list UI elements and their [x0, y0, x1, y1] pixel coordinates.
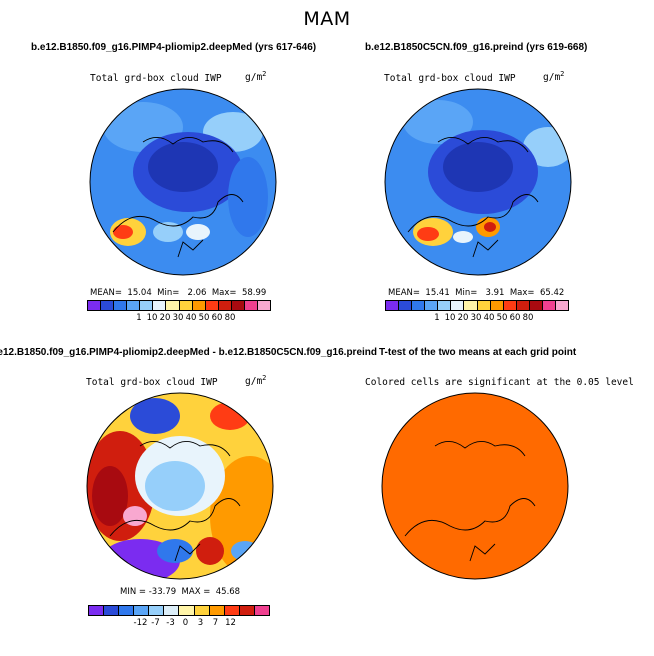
colorbar-swatch: [89, 606, 104, 615]
panel1-units: g/m2: [245, 70, 267, 84]
colorbar-swatch: [103, 606, 119, 615]
colorbar-swatch: [118, 606, 134, 615]
colorbar-swatch: [243, 301, 258, 310]
panel3-stats: MIN = -33.79 MAX = 45.68: [120, 587, 241, 597]
colorbar-tick-label: 7: [212, 618, 219, 628]
colorbar-tick-label: 3: [197, 618, 204, 628]
colorbar-swatch: [411, 301, 425, 310]
colorbar-tick-label: 80: [522, 313, 534, 323]
colorbar-tick-label: 20: [457, 313, 469, 323]
colorbar-swatch: [238, 606, 254, 615]
colorbar-swatch: [163, 606, 179, 615]
colorbar-tick-label: 40: [185, 313, 197, 323]
panel2-units: g/m2: [543, 70, 565, 84]
colorbar-swatch: [555, 301, 569, 310]
colorbar-swatch: [541, 301, 556, 310]
colorbar-swatch: [515, 301, 529, 310]
colorbar-tick-label: 50: [496, 313, 508, 323]
panel4-title: T-test of the two means at each grid poi…: [379, 347, 577, 358]
colorbar-tick-label: 60: [211, 313, 223, 323]
colorbar-swatch: [450, 301, 464, 310]
colorbar-swatch: [133, 606, 149, 615]
colorbar-tick-label: 50: [198, 313, 210, 323]
colorbar-swatch: [253, 606, 269, 615]
panel4-polar-map: [381, 392, 569, 580]
colorbar-swatch: [424, 301, 438, 310]
colorbar-swatch: [437, 301, 451, 310]
colorbar-tick-label: 1: [434, 313, 440, 323]
colorbar-swatch: [204, 301, 218, 310]
colorbar-tick-label: -12: [133, 618, 148, 628]
colorbar-swatch: [489, 301, 503, 310]
colorbar-swatch: [463, 301, 477, 310]
colorbar-swatch: [386, 301, 399, 310]
colorbar-swatch: [208, 606, 224, 615]
colorbar-tick-label: 10: [146, 313, 158, 323]
colorbar-swatch: [223, 606, 239, 615]
colorbar-tick-label: 80: [224, 313, 236, 323]
panel2-polar-map: [384, 88, 572, 276]
colorbar-tick-label: 1: [136, 313, 142, 323]
colorbar-swatch: [502, 301, 516, 310]
colorbar-tick-label: -3: [166, 618, 175, 628]
panel1-colorbar: [87, 300, 271, 311]
colorbar-tick-label: 10: [444, 313, 456, 323]
colorbar-swatch: [152, 301, 166, 310]
colorbar-swatch: [528, 301, 542, 310]
main-title: MAM: [303, 8, 351, 30]
panel1-subtitle: Total grd-box cloud IWP: [90, 73, 222, 84]
colorbar-swatch: [148, 606, 164, 615]
colorbar-tick-label: 20: [159, 313, 171, 323]
colorbar-tick-label: 0: [182, 618, 189, 628]
panel3-colorbar: [88, 605, 270, 616]
colorbar-swatch: [398, 301, 412, 310]
colorbar-swatch: [126, 301, 140, 310]
colorbar-tick-label: 30: [172, 313, 184, 323]
colorbar-swatch: [178, 301, 192, 310]
colorbar-swatch: [178, 606, 194, 615]
colorbar-swatch: [88, 301, 101, 310]
panel3-subtitle: Total grd-box cloud IWP: [86, 377, 218, 388]
colorbar-tick-label: 60: [509, 313, 521, 323]
panel3-title: b.e12.B1850.f09_g16.PIMP4-pliomip2.deepM…: [0, 347, 377, 358]
colorbar-tick-label: 12: [225, 618, 236, 628]
colorbar-tick-label: -7: [151, 618, 160, 628]
colorbar-swatch: [217, 301, 231, 310]
panel3-units: g/m2: [245, 374, 267, 388]
panel1-title: b.e12.B1850.f09_g16.PIMP4-pliomip2.deepM…: [31, 42, 317, 53]
colorbar-swatch: [476, 301, 490, 310]
panel2-subtitle: Total grd-box cloud IWP: [384, 73, 516, 84]
colorbar-swatch: [100, 301, 114, 310]
colorbar-swatch: [230, 301, 244, 310]
panel1-stats: MEAN= 15.04 Min= 2.06 Max= 58.99: [90, 288, 267, 298]
colorbar-tick-label: 40: [483, 313, 495, 323]
colorbar-swatch: [165, 301, 179, 310]
panel1-polar-map: [89, 88, 277, 276]
colorbar-swatch: [139, 301, 153, 310]
panel2-colorbar: [385, 300, 569, 311]
colorbar-swatch: [193, 606, 209, 615]
colorbar-swatch: [191, 301, 205, 310]
panel2-title: b.e12.B1850C5CN.f09_g16.preind (yrs 619-…: [365, 42, 588, 53]
colorbar-swatch: [257, 301, 271, 310]
panel4-subtitle: Colored cells are significant at the 0.0…: [365, 377, 634, 388]
colorbar-tick-label: 30: [470, 313, 482, 323]
panel3-polar-map: [86, 392, 274, 580]
panel2-stats: MEAN= 15.41 Min= 3.91 Max= 65.42: [388, 288, 565, 298]
colorbar-swatch: [113, 301, 127, 310]
